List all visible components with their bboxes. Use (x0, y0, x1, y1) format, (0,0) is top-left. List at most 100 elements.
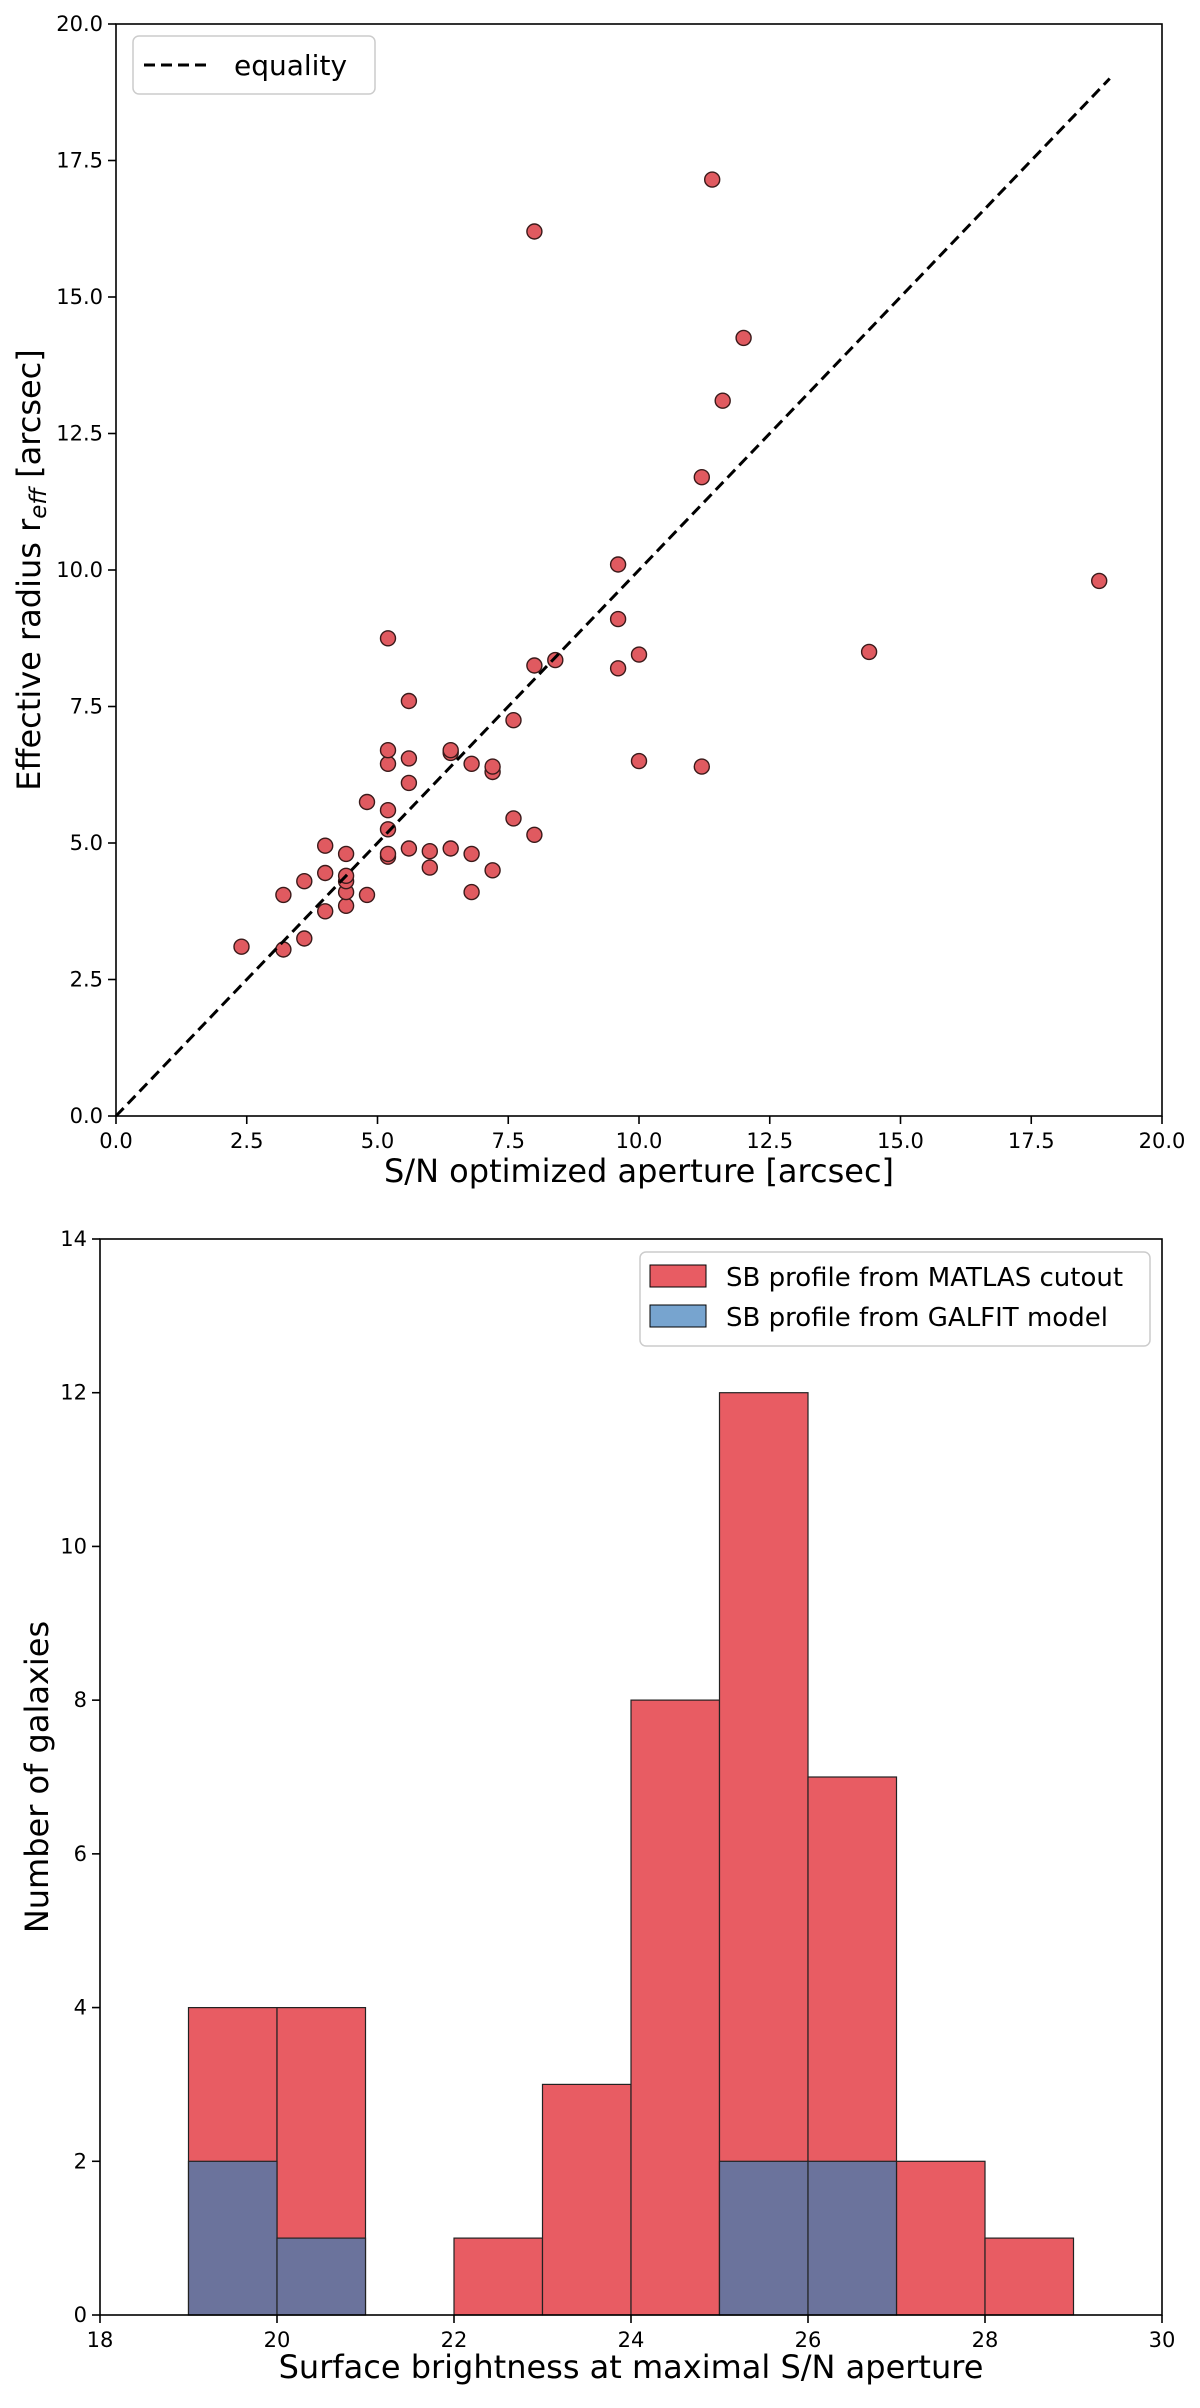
matlas-bar (630, 1699, 721, 2316)
scatter-y-label-main: Effective radius r (10, 518, 48, 791)
scatter-x-tick-label: 7.5 (492, 1129, 525, 1153)
scatter-x-tick-label: 15.0 (877, 1129, 924, 1153)
scatter-point (505, 810, 522, 827)
matlas-bar (895, 2160, 986, 2316)
scatter-point (463, 883, 480, 901)
histogram-y-tick-label: 12 (60, 1381, 87, 1405)
scatter-point (379, 630, 397, 647)
scatter-point (400, 840, 418, 857)
scatter-x-tick-label: 20.0 (1139, 1129, 1186, 1153)
scatter-y-tick-label: 20.0 (56, 12, 103, 36)
scatter-y-tick-label: 10.0 (56, 558, 103, 582)
histogram-y-tick-label: 6 (74, 1842, 87, 1866)
scatter-point (526, 826, 543, 843)
histogram-y-tick-label: 0 (74, 2303, 87, 2327)
histogram-legend: SB profile from MATLAS cutout SB profile… (639, 1251, 1151, 1347)
scatter-x-tick-label: 10.0 (616, 1129, 663, 1153)
scatter-point (442, 840, 459, 857)
histogram-x-tick-label: 24 (618, 2328, 645, 2352)
scatter-y-label-subscript: eff (26, 486, 52, 519)
galfit-legend-label: SB profile from GALFIT model (726, 1303, 1108, 1333)
scatter-point (358, 793, 376, 811)
scatter-y-tick-label: 12.5 (56, 422, 103, 446)
scatter-point (275, 941, 292, 958)
equality-legend-label: equality (234, 49, 347, 82)
scatter-point (379, 821, 397, 838)
scatter-point (337, 897, 355, 914)
galfit-legend-swatch (649, 1304, 707, 1328)
scatter-point (379, 742, 397, 759)
scatter-point (421, 859, 438, 876)
scatter-legend-box (132, 35, 376, 95)
scatter-point (735, 329, 752, 347)
scatter-point (526, 657, 543, 674)
scatter-y-tick-label: 7.5 (70, 695, 103, 719)
histogram-y-tick-label: 14 (60, 1227, 87, 1251)
scatter-points (233, 171, 1108, 958)
scatter-point (505, 712, 522, 729)
scatter-x-ticks: 0.0 2.5 5.0 7.5 10.0 12.5 15.0 17.5 20.0 (99, 1116, 1185, 1153)
scatter-y-axis-label: Effective radius reff [arcsec] (10, 349, 52, 791)
scatter-y-tick-label: 2.5 (70, 968, 103, 992)
galfit-bar (718, 2160, 809, 2316)
histogram-x-ticks: 18 20 22 24 26 28 30 (87, 2315, 1176, 2352)
scatter-point (714, 392, 731, 409)
scatter-x-tick-label: 2.5 (230, 1129, 263, 1153)
scatter-point (526, 223, 543, 240)
histogram-x-tick-label: 22 (441, 2328, 468, 2352)
histogram-y-tick-label: 4 (74, 1996, 87, 2020)
scatter-point (379, 845, 397, 863)
scatter-y-label-unit: [arcsec] (10, 349, 48, 488)
scatter-point (1090, 572, 1108, 590)
scatter-point (317, 903, 334, 920)
equality-line (114, 77, 1111, 1118)
scatter-point (630, 646, 648, 663)
matlas-bar (453, 2237, 544, 2316)
scatter-point (693, 469, 710, 486)
scatter-y-ticks: 0.0 2.5 5.0 7.5 10.0 12.5 15.0 17.5 20.0 (56, 12, 116, 1128)
histogram-x-tick-label: 20 (264, 2328, 291, 2352)
matlas-bar (541, 2083, 632, 2316)
scatter-point (400, 692, 418, 710)
histogram-x-tick-label: 26 (795, 2328, 822, 2352)
histogram-x-tick-label: 18 (87, 2328, 114, 2352)
histogram-y-tick-label: 8 (74, 1688, 87, 1712)
scatter-point (296, 873, 313, 890)
scatter-point (337, 845, 355, 863)
scatter-point (379, 802, 397, 819)
scatter-point (704, 171, 721, 188)
histogram-x-tick-label: 30 (1149, 2328, 1176, 2352)
scatter-x-tick-label: 5.0 (361, 1129, 394, 1153)
scatter-y-tick-label: 17.5 (56, 149, 103, 173)
histogram-x-tick-label: 28 (972, 2328, 999, 2352)
scatter-point (442, 742, 459, 759)
scatter-x-tick-label: 17.5 (1008, 1129, 1055, 1153)
scatter-point (609, 556, 627, 573)
matlas-bar (984, 2237, 1075, 2316)
scatter-point (233, 938, 250, 955)
histogram-x-axis-label: Surface brightness at maximal S/N apertu… (279, 2348, 984, 2386)
scatter-point (379, 755, 397, 772)
scatter-point (860, 643, 878, 661)
scatter-point (317, 837, 334, 854)
scatter-point (484, 758, 501, 775)
scatter-point (400, 750, 418, 767)
scatter-point (463, 755, 480, 772)
matlas-legend-label: SB profile from MATLAS cutout (726, 1263, 1123, 1293)
scatter-point (484, 862, 501, 879)
scatter-chart: 0.0 2.5 5.0 7.5 10.0 12.5 15.0 17.5 20.0 0.0 2.5 5… (10, 12, 1185, 1190)
scatter-x-tick-label: 0.0 (99, 1129, 132, 1153)
scatter-point (317, 864, 334, 882)
histogram-y-tick-label: 2 (74, 2149, 87, 2173)
scatter-point (693, 758, 710, 775)
histogram-y-ticks: 0 2 4 6 8 10 12 14 (60, 1227, 100, 2327)
scatter-point (275, 886, 292, 904)
scatter-legend: equality (132, 35, 376, 95)
galfit-bar (276, 2237, 367, 2316)
scatter-point (609, 660, 627, 677)
scatter-point (296, 930, 313, 947)
matlas-legend-swatch (649, 1264, 707, 1288)
scatter-point (547, 651, 564, 669)
